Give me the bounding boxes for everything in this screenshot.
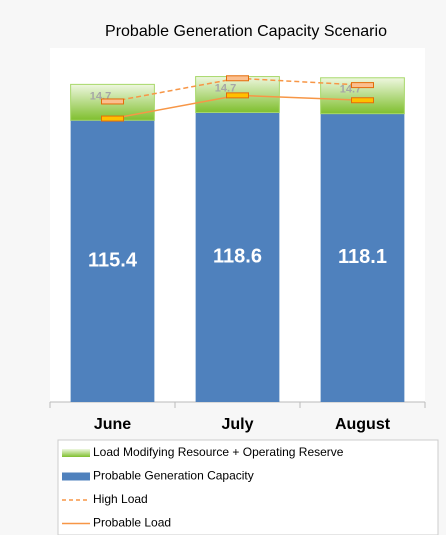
legend-label: Probable Generation Capacity [93, 469, 254, 483]
line-series [112, 77, 363, 103]
x-tick-label: July [221, 416, 253, 433]
data-label: 14.7 [215, 82, 236, 94]
line-marker [226, 92, 249, 99]
line-marker [226, 75, 249, 82]
legend-swatch [62, 449, 90, 457]
bar-segment [320, 113, 405, 403]
data-label: 118.6 [213, 246, 262, 268]
legend-label: Load Modifying Resource + Operating Rese… [93, 445, 344, 459]
legend [57, 439, 439, 535]
legend-label: High Load [93, 492, 148, 506]
legend-label: Probable Load [93, 516, 171, 530]
line-marker [351, 82, 374, 89]
bar-segment [70, 120, 155, 402]
line-marker [101, 98, 124, 105]
bar-segment [195, 112, 280, 402]
data-label: 115.4 [88, 249, 138, 271]
chart-title: Probable Generation Capacity Scenario [105, 23, 387, 40]
x-tick-label: June [94, 416, 131, 433]
legend-swatch [62, 472, 90, 481]
line-marker [351, 97, 374, 104]
x-tick-label: August [335, 416, 391, 433]
data-label: 118.1 [338, 246, 387, 268]
line-marker [101, 115, 124, 122]
